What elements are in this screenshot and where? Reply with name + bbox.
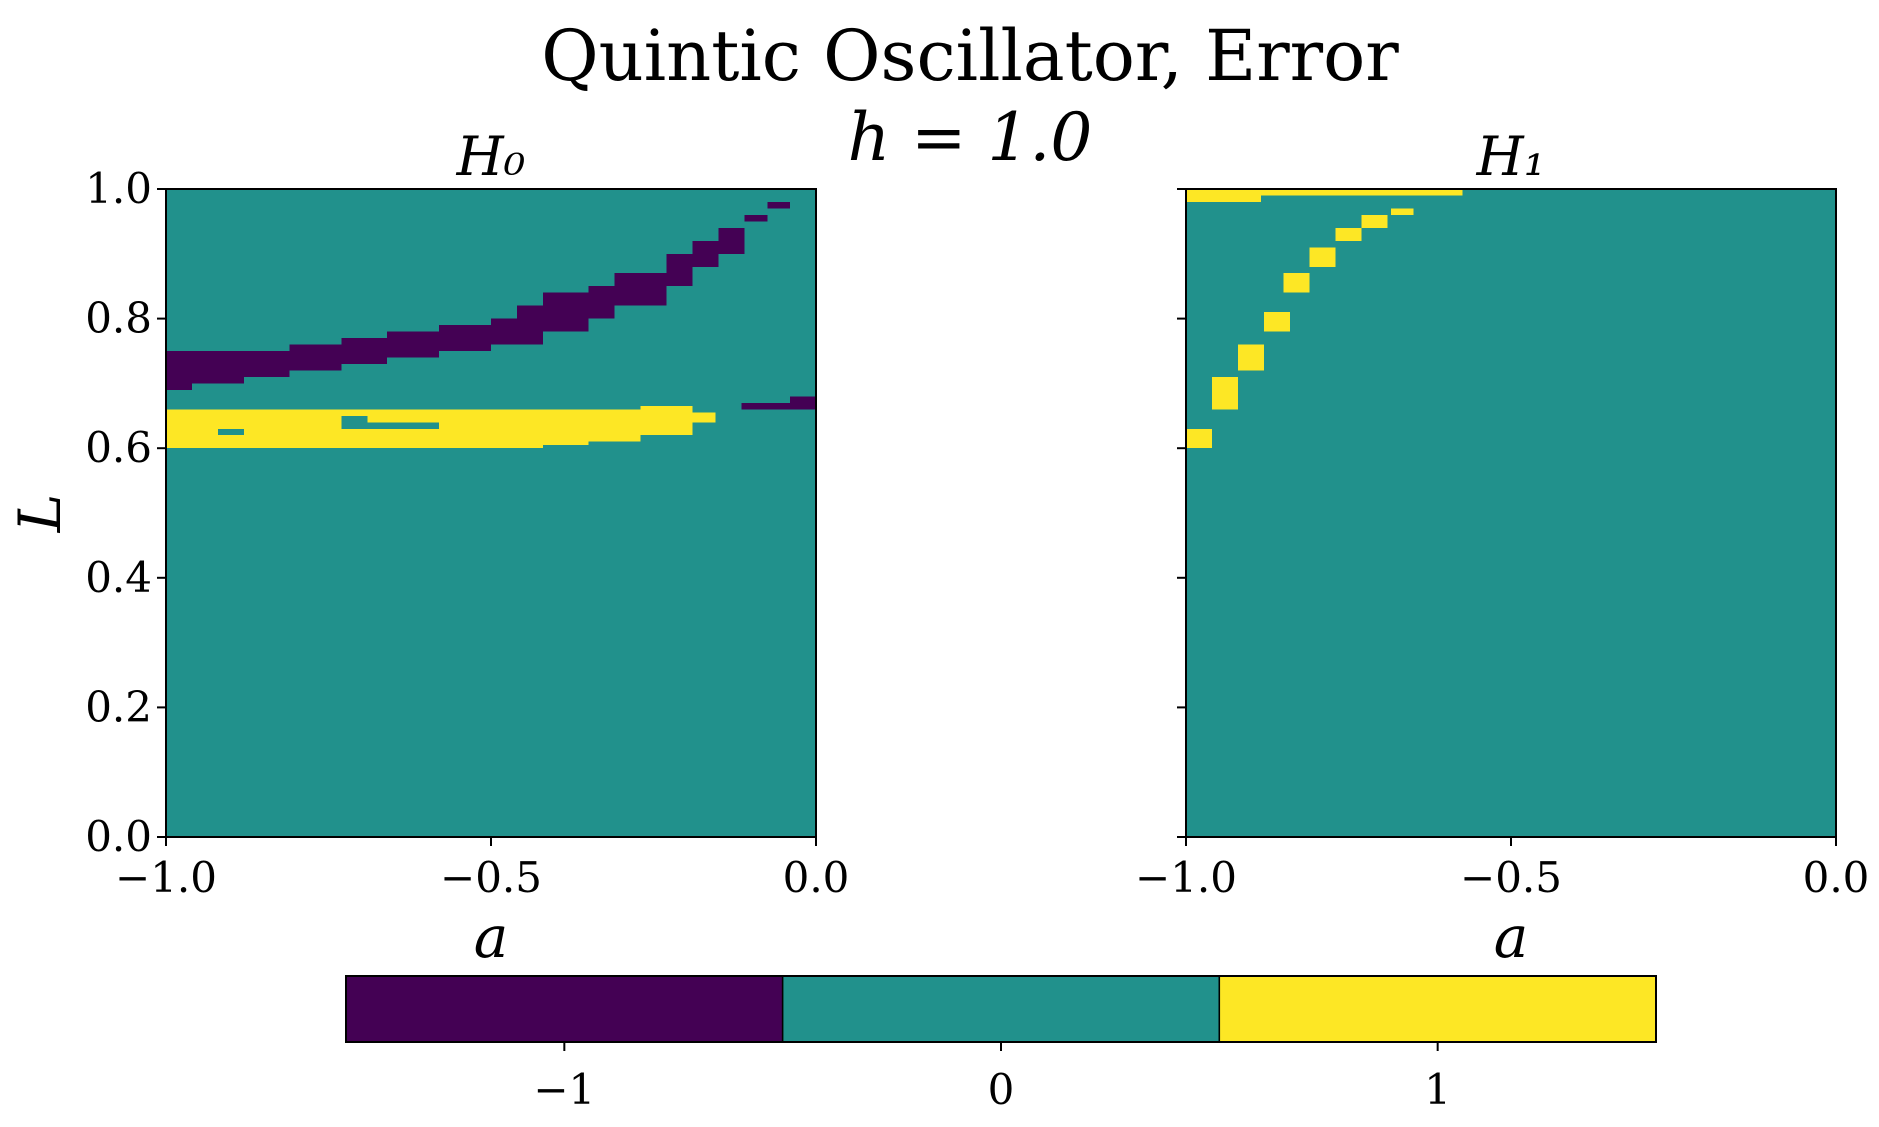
figure-title: Quintic Oscillator, Error xyxy=(541,15,1399,97)
heatmap-cell-pos xyxy=(588,409,641,442)
heatmap-cell-neg xyxy=(790,396,816,410)
heatmap-cell-neg xyxy=(543,292,589,332)
heatmap-background xyxy=(166,189,816,837)
heatmap-cell-zero xyxy=(367,422,439,429)
heatmap-cell-neg xyxy=(439,325,491,351)
heatmap-cell-neg xyxy=(614,273,667,306)
heatmap-cell-neg xyxy=(166,351,192,390)
y-axis-label: L xyxy=(6,494,74,534)
heatmap-cell-neg xyxy=(341,338,387,364)
panel-title: H₁ xyxy=(1476,125,1546,188)
y-tick-label: 0.6 xyxy=(85,423,152,472)
heatmap-cell-neg xyxy=(692,240,719,267)
x-tick-label: −0.5 xyxy=(1460,853,1562,902)
heatmap-cell-pos xyxy=(543,409,589,445)
heatmap-cell-pos xyxy=(1212,376,1238,410)
heatmap-cell-pos xyxy=(1186,189,1261,202)
heatmap-cell-neg xyxy=(491,318,517,345)
heatmap-cell-neg xyxy=(588,286,615,319)
colorbar-segment xyxy=(1218,975,1657,1043)
heatmap-background xyxy=(1186,189,1836,837)
heatmap-cell-pos xyxy=(1361,214,1388,228)
x-tick-label: −0.5 xyxy=(440,853,542,902)
colorbar: −1 0 1 xyxy=(345,975,1657,1114)
heatmap-cell-neg xyxy=(767,201,790,209)
y-tick-label: 1.0 xyxy=(85,164,152,213)
heatmap-cell-pos xyxy=(692,412,716,423)
heatmap-cell-neg xyxy=(744,214,768,222)
panel-title: H₀ xyxy=(456,125,526,188)
y-tick-label: 0.8 xyxy=(85,294,152,343)
y-tick-label: 0.4 xyxy=(85,553,152,602)
heatmap-cell-zero xyxy=(341,415,368,429)
y-tick-label: 0.2 xyxy=(85,682,152,731)
colorbar-tick-label: 1 xyxy=(1424,1065,1451,1114)
heatmap-cell-neg xyxy=(741,402,790,410)
heatmap-cell-neg xyxy=(517,305,543,345)
heatmap-cell-neg xyxy=(718,227,745,254)
colorbar-segment xyxy=(345,975,784,1043)
heatmap-cell-pos xyxy=(1390,208,1414,215)
heatmap-cell-pos xyxy=(1238,344,1264,371)
heatmap-cell-pos xyxy=(1264,312,1290,332)
heatmap-panel-h1: −1.0 −0.5 0.0 H₁ a xyxy=(1135,125,1869,971)
heatmap-cell-pos xyxy=(1309,247,1336,267)
heatmap-panel-h0: −1.0 −0.5 0.0 0.0 0.2 0.4 0.6 0.8 1.0 H₀ a L xyxy=(6,125,849,971)
heatmap-cell-pos xyxy=(1260,189,1463,196)
x-tick-label: −1.0 xyxy=(115,853,217,902)
figure-subtitle: h = 1.0 xyxy=(848,99,1093,176)
heatmap-cell-pos xyxy=(1283,273,1310,293)
colorbar-segment xyxy=(781,975,1221,1043)
heatmap-cell-zero xyxy=(218,428,244,436)
colorbar-tick-label: 0 xyxy=(988,1065,1015,1114)
heatmap-cell-neg xyxy=(192,351,244,384)
colorbar-tick-label: −1 xyxy=(533,1065,595,1114)
y-tick-label: 0.0 xyxy=(85,812,152,861)
heatmap-cell-neg xyxy=(289,344,342,371)
heatmap-cell-pos xyxy=(1335,227,1362,241)
x-axis-label: a xyxy=(474,903,509,971)
x-axis-label: a xyxy=(1494,903,1529,971)
heatmap-cell-neg xyxy=(244,351,290,377)
x-tick-label: 0.0 xyxy=(783,853,850,902)
heatmap-cell-neg xyxy=(666,253,693,287)
heatmap-cell-pos xyxy=(640,406,693,436)
x-tick-label: 0.0 xyxy=(1803,853,1870,902)
heatmap-cell-neg xyxy=(387,331,439,358)
x-tick-label: −1.0 xyxy=(1135,853,1237,902)
heatmap-cell-pos xyxy=(1186,428,1212,449)
